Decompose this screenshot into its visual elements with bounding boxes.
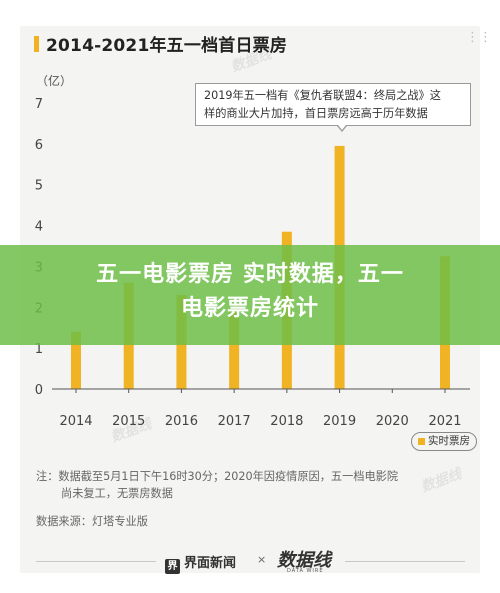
banner-line-2: 电影票房统计 [180, 296, 319, 321]
datawire-logo: 数据线 [277, 550, 331, 571]
y-tick-label: 5 [35, 179, 43, 194]
overlay-banner [0, 245, 500, 345]
x-tick-label: 2015 [112, 414, 145, 429]
footnote-line-1: 注：数据截至5月1日下午16时30分；2020年因疫情原因，五一档电影院 [36, 470, 399, 483]
jiemian-logo-text: 界面新闻 [184, 556, 237, 571]
jiemian-logo: 界界面新闻 [165, 552, 236, 574]
banner-line-1: 五一电影票房 实时数据，五一 [96, 262, 404, 287]
y-tick-label: 4 [35, 220, 43, 235]
bar-2014 [71, 331, 81, 389]
banner-title: 五一电影票房 实时数据，五一 电影票房统计 [0, 258, 500, 326]
x-tick-label: 2020 [376, 414, 409, 429]
bar-2017 [229, 311, 240, 389]
x-tick-label: 2017 [218, 414, 251, 429]
y-tick-label: 1 [35, 342, 43, 357]
legend-swatch [418, 438, 425, 445]
x-tick-label: 2018 [270, 414, 303, 429]
datawire-logo-sub: DATA WIRE [287, 568, 324, 574]
data-source: 数据来源：灯塔专业版 [36, 515, 148, 528]
footer-divider-left [36, 561, 156, 562]
y-tick-label: 7 [35, 97, 43, 112]
annotation-callout: 2019年五一档有《复仇者联盟4：终局之战》这 样的商业大片加持，首日票房远高于… [195, 83, 471, 126]
y-tick-label: 0 [35, 383, 43, 398]
x-tick-label: 2019 [323, 414, 356, 429]
callout-line-1: 2019年五一档有《复仇者联盟4：终局之战》这 [204, 89, 441, 102]
footer-divider-right [345, 561, 465, 562]
x-tick-label: 2021 [428, 414, 461, 429]
jiemian-logo-icon: 界 [165, 559, 180, 574]
legend: 实时票房 [411, 432, 477, 451]
footer-separator: × [257, 553, 267, 566]
x-tick-label: 2016 [165, 414, 198, 429]
dots-icon: ⋮⋮ [466, 30, 492, 45]
legend-label: 实时票房 [428, 435, 470, 447]
callout-pointer-fill [338, 125, 346, 130]
y-tick-label: 6 [35, 138, 43, 153]
y-axis-unit: （亿） [36, 74, 73, 88]
title-accent-bar [34, 36, 39, 52]
footnote-line-2: 尚未复工，无票房数据 [61, 487, 173, 500]
x-axis: 2014 2015 2016 2017 2018 2019 2020 2021 [59, 389, 462, 429]
chart-title: 2014-2021年五一档首日票房 [46, 36, 288, 56]
footnote: 注：数据截至5月1日下午16时30分；2020年因疫情原因，五一档电影院 尚未复… [36, 468, 456, 502]
callout-line-2: 样的商业大片加持，首日票房远高于历年数据 [204, 107, 428, 120]
x-tick-label: 2014 [59, 414, 92, 429]
